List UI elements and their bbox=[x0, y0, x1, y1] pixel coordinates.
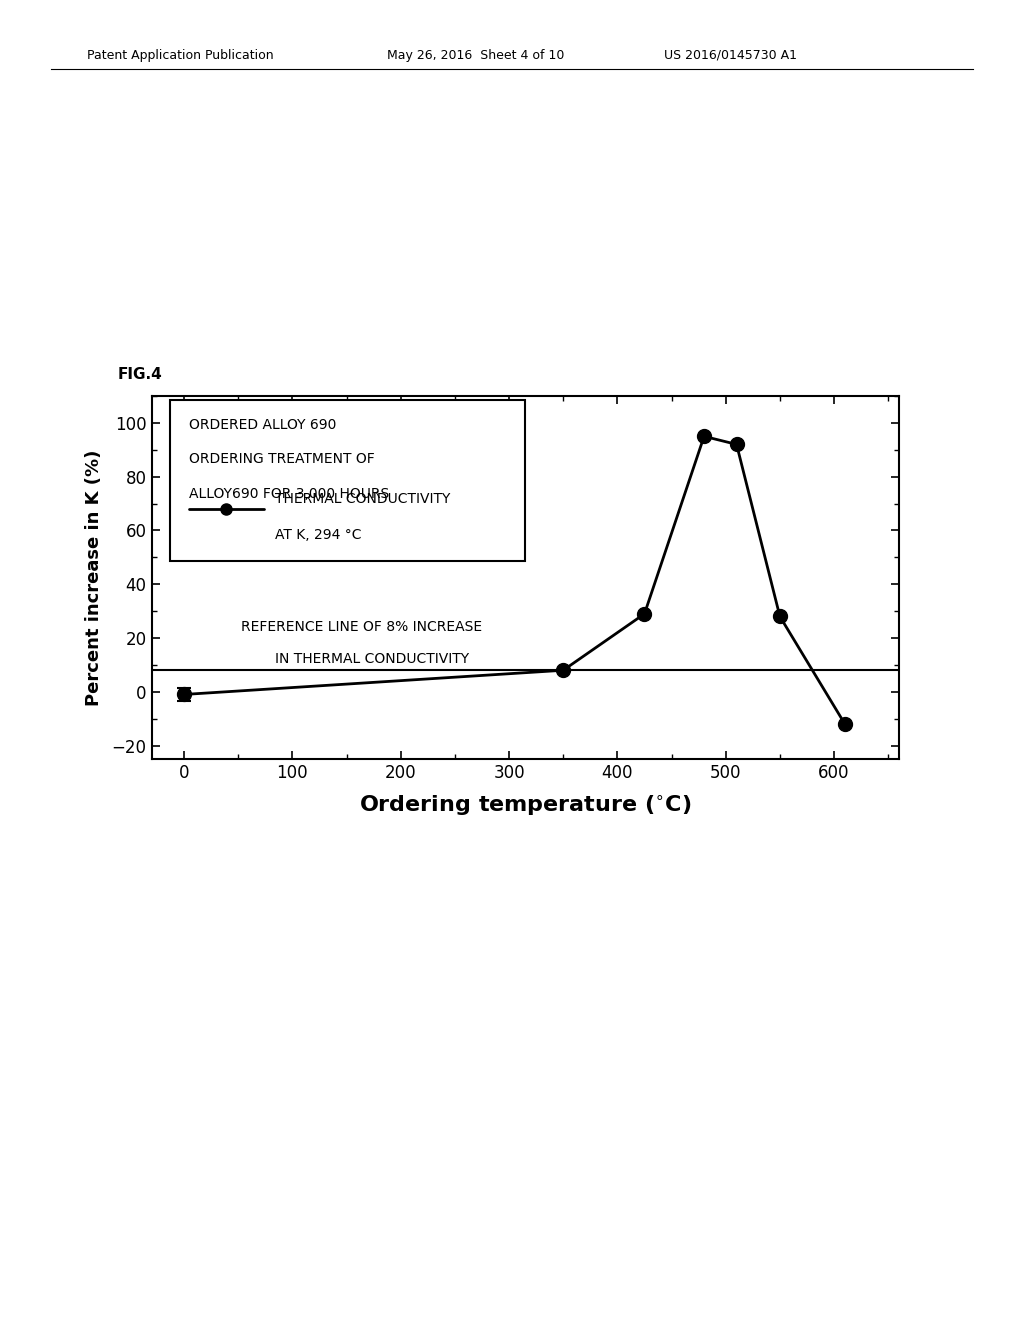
X-axis label: Ordering temperature ($^{\circ}$C): Ordering temperature ($^{\circ}$C) bbox=[359, 793, 691, 817]
Text: ORDERED ALLOY 690: ORDERED ALLOY 690 bbox=[188, 418, 336, 432]
Text: THERMAL CONDUCTIVITY: THERMAL CONDUCTIVITY bbox=[274, 492, 451, 506]
Text: ALLOY690 FOR 3,000 HOURS: ALLOY690 FOR 3,000 HOURS bbox=[188, 487, 389, 500]
Text: US 2016/0145730 A1: US 2016/0145730 A1 bbox=[664, 49, 797, 62]
Text: IN THERMAL CONDUCTIVITY: IN THERMAL CONDUCTIVITY bbox=[274, 652, 469, 667]
Text: Patent Application Publication: Patent Application Publication bbox=[87, 49, 273, 62]
Text: FIG.4: FIG.4 bbox=[118, 367, 163, 381]
Y-axis label: Percent increase in K (%): Percent increase in K (%) bbox=[85, 449, 103, 706]
Text: ORDERING TREATMENT OF: ORDERING TREATMENT OF bbox=[188, 453, 375, 466]
Text: AT K, 294 °C: AT K, 294 °C bbox=[274, 528, 361, 543]
Text: May 26, 2016  Sheet 4 of 10: May 26, 2016 Sheet 4 of 10 bbox=[387, 49, 564, 62]
Text: REFERENCE LINE OF 8% INCREASE: REFERENCE LINE OF 8% INCREASE bbox=[242, 620, 482, 634]
FancyBboxPatch shape bbox=[170, 400, 525, 561]
